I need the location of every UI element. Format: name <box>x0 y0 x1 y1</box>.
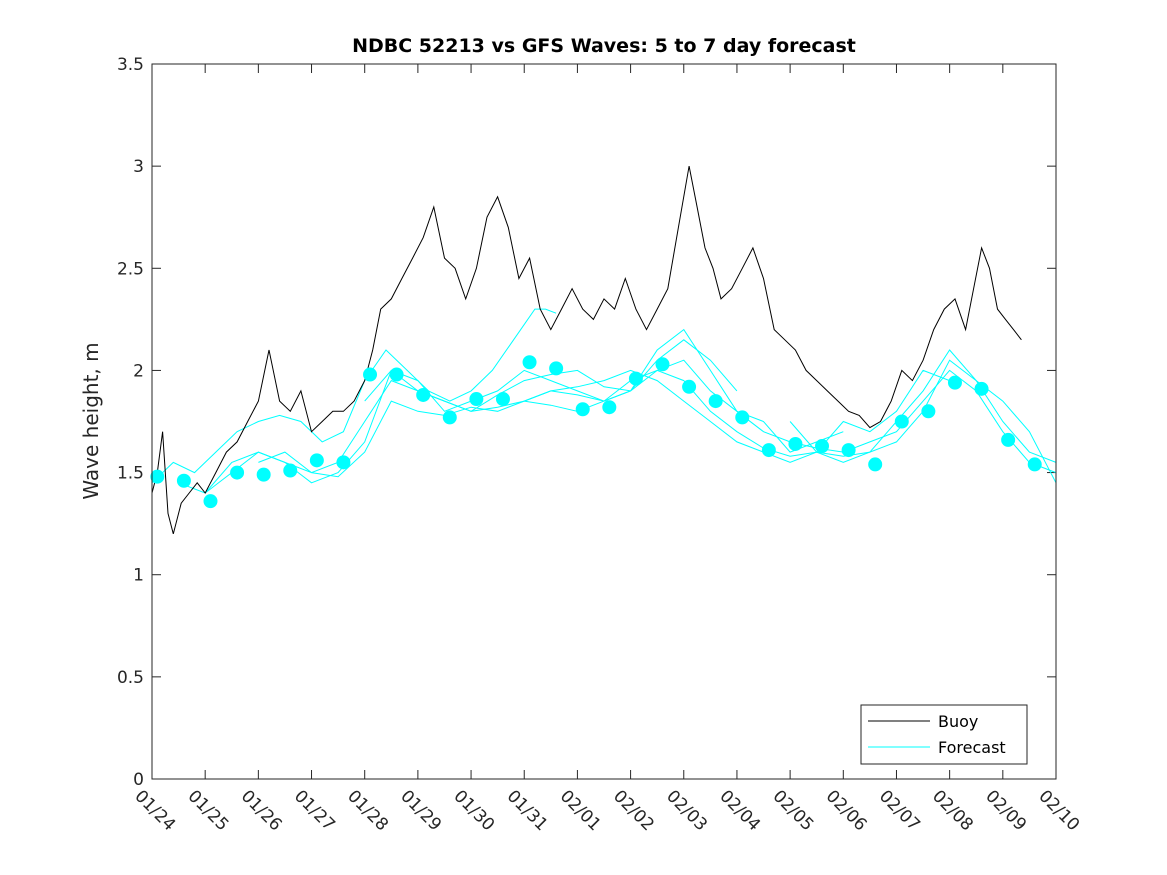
y-tick-label: 2 <box>133 361 144 381</box>
forecast-point <box>283 463 298 478</box>
forecast-point <box>256 467 271 482</box>
forecast-point <box>894 414 909 429</box>
y-tick-label: 3 <box>133 157 144 177</box>
forecast-point <box>389 367 404 382</box>
buoy-line <box>151 166 1022 535</box>
forecast-point <box>442 410 457 425</box>
plot-area <box>150 63 1057 780</box>
forecast-point <box>575 402 590 417</box>
forecast-point <box>708 394 723 409</box>
forecast-point <box>549 361 564 376</box>
forecast-line <box>258 369 950 478</box>
forecast-point <box>628 371 643 386</box>
forecast-point <box>203 494 218 509</box>
forecast-point <box>230 465 245 480</box>
y-tick-label: 0.5 <box>117 668 144 688</box>
forecast-point <box>841 443 856 458</box>
forecast-point <box>788 436 803 451</box>
chart-title: NDBC 52213 vs GFS Waves: 5 to 7 day fore… <box>352 35 856 57</box>
forecast-point <box>921 404 936 419</box>
forecast-point <box>815 439 830 454</box>
axes-box <box>151 63 1057 780</box>
forecast-point <box>947 375 962 390</box>
forecast-point <box>655 357 670 372</box>
y-tick-label: 0 <box>133 770 144 790</box>
forecast-point <box>682 379 697 394</box>
forecast-point <box>868 457 883 472</box>
series-layer <box>150 166 1057 535</box>
y-tick-label: 3.5 <box>117 55 144 75</box>
forecast-line <box>364 349 1057 463</box>
legend: Buoy Forecast <box>860 704 1028 765</box>
forecast-point <box>309 453 324 468</box>
forecast-point <box>761 443 776 458</box>
forecast-point <box>336 455 351 470</box>
forecast-point <box>1001 432 1016 447</box>
forecast-point <box>1027 457 1042 472</box>
tick-marks <box>151 63 1057 780</box>
forecast-point <box>974 381 989 396</box>
forecast-point <box>176 473 191 488</box>
forecast-point <box>522 355 537 370</box>
y-axis-label: Wave height, m <box>79 342 103 499</box>
legend-forecast-label: Forecast <box>938 738 1006 757</box>
y-tick-labels: 0 0.5 1 1.5 2 2.5 3 3.5 <box>117 55 144 790</box>
forecast-point <box>735 410 750 425</box>
forecast-point <box>150 469 165 484</box>
y-tick-label: 1.5 <box>117 464 144 484</box>
legend-buoy-label: Buoy <box>938 712 978 731</box>
forecast-point <box>602 400 617 415</box>
forecast-point <box>416 387 431 402</box>
legend-box <box>860 704 1028 765</box>
forecast-point <box>469 392 484 407</box>
y-tick-label: 2.5 <box>117 259 144 279</box>
forecast-point <box>363 367 378 382</box>
forecast-point <box>495 392 510 407</box>
y-tick-label: 1 <box>133 566 144 586</box>
